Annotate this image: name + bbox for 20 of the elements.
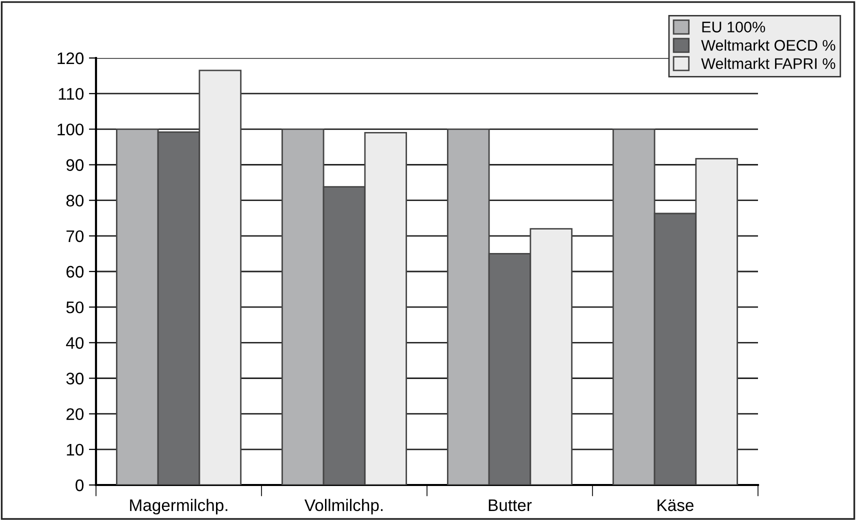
y-tick-label: 70 bbox=[66, 230, 84, 242]
legend-label: EU 100% bbox=[702, 22, 766, 32]
y-tick-label: 120 bbox=[58, 52, 84, 64]
x-tick-label: Vollmilchp. bbox=[304, 498, 383, 514]
y-tick-label: 30 bbox=[66, 372, 84, 384]
y-tick-label: 90 bbox=[66, 159, 84, 171]
x-tick-label: Käse bbox=[658, 500, 694, 512]
y-tick-label: 80 bbox=[66, 194, 84, 207]
x-tick-label: Butter bbox=[488, 500, 532, 512]
y-tick-label: 100 bbox=[58, 124, 84, 136]
legend-label: Weltmarkt OECD % bbox=[701, 40, 836, 51]
y-tick-label: 40 bbox=[66, 337, 84, 349]
y-tick-label: 60 bbox=[66, 266, 84, 278]
y-tick-label: 10 bbox=[66, 444, 84, 456]
y-tick-label: 0 bbox=[76, 479, 84, 492]
legend-label: Weltmarkt FAPRI % bbox=[701, 58, 836, 70]
y-tick-label: 20 bbox=[66, 408, 84, 420]
y-tick-label: 110 bbox=[58, 88, 84, 100]
y-tick-label: 50 bbox=[66, 301, 84, 314]
x-tick-label: Magermilchp. bbox=[130, 498, 228, 514]
